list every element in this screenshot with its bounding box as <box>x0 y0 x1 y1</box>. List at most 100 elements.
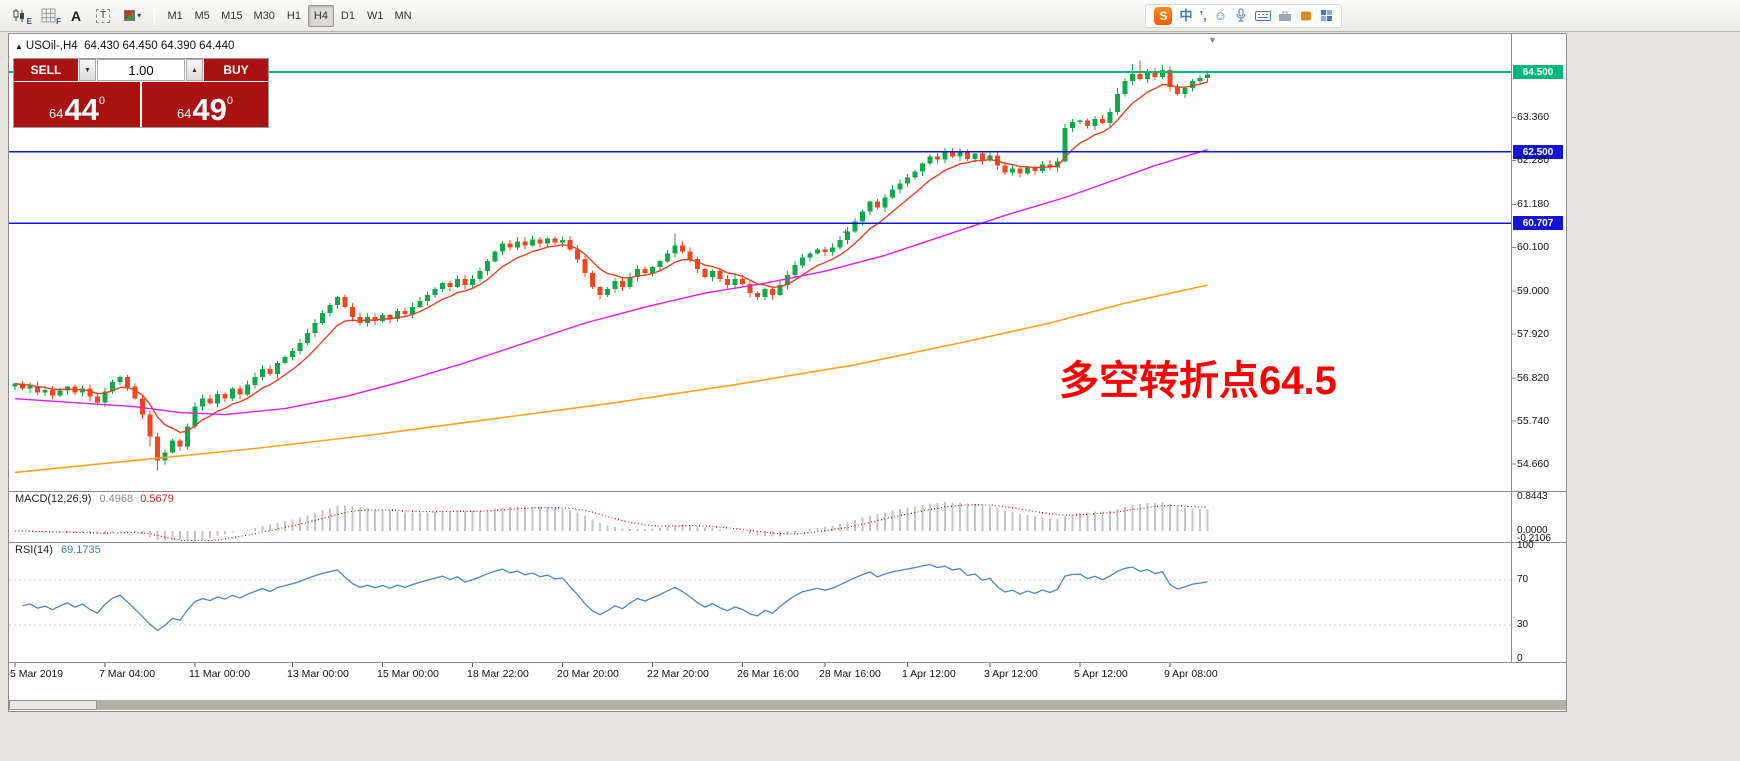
time-tick-label: 7 Mar 04:00 <box>99 668 156 680</box>
sell-button[interactable]: SELL <box>14 59 78 81</box>
rsi-plot <box>9 563 1511 632</box>
macd-scale-label: 0.0000 <box>1517 525 1548 536</box>
timeframe-button-mn[interactable]: MN <box>389 5 416 27</box>
timeframe-button-w1[interactable]: W1 <box>362 5 389 27</box>
time-tick-label: 18 Mar 22:00 <box>467 668 529 680</box>
chart-menu-icon[interactable]: ▲ <box>15 42 23 51</box>
buy-price[interactable]: 64 49 0 <box>142 82 268 127</box>
sell-price-pips: 44 <box>64 92 99 128</box>
grid-icon <box>41 8 56 23</box>
rsi-value: 69.1735 <box>60 544 101 556</box>
grid-button[interactable]: F <box>35 5 62 27</box>
macd-scale-label: -0.2106 <box>1517 533 1551 544</box>
sogou-logo-icon[interactable]: S <box>1154 6 1173 25</box>
timeframe-button-h4[interactable]: H4 <box>307 4 334 27</box>
price-tick-label: 55.740 <box>1517 415 1550 427</box>
time-ticks <box>14 663 1171 667</box>
time-tick-label: 22 Mar 20:00 <box>647 668 709 680</box>
buy-price-pips: 49 <box>192 92 227 128</box>
toolbox-icon[interactable] <box>1278 10 1292 22</box>
price-level-label: 60.707 <box>1513 216 1563 230</box>
chart-profile-button[interactable]: E <box>6 5 33 27</box>
timeframe-button-m5[interactable]: M5 <box>189 5 215 27</box>
one-click-trading-panel: SELL ▼ ▲ BUY 64 44 0 64 49 0 <box>13 58 269 128</box>
macd-signal-value: 0.5679 <box>140 493 174 505</box>
price-tick-label: 62.280 <box>1517 154 1550 166</box>
emoji-icon[interactable]: ☺ <box>1213 8 1227 23</box>
price-level-label: 64.500 <box>1513 65 1563 79</box>
chart-window: ▲ USOil-,H4 64.430 64.450 64.390 64.440 S… <box>8 33 1567 712</box>
chart-shift-marker[interactable]: ▼ <box>1208 35 1217 45</box>
price-tick-label: 56.820 <box>1517 372 1550 384</box>
main-toolbar: E F A T ▾ M1 M5 M15 M30 H1 H4 D1 W1 MN S 中 ’, ☺ <box>0 0 1740 32</box>
chart-symbol-period: USOil-,H4 <box>25 40 78 52</box>
soft-keyboard-icon[interactable] <box>1255 10 1271 22</box>
macd-plot <box>14 502 1209 542</box>
sell-price-whole: 64 <box>48 106 64 121</box>
horizontal-scrollbar[interactable] <box>9 700 1566 710</box>
styles-dropdown-button[interactable]: ▾ <box>118 5 147 27</box>
chevron-down-icon: ▼ <box>84 66 91 74</box>
sell-price[interactable]: 64 44 0 <box>14 82 140 127</box>
rsi-scale-label: 30 <box>1517 619 1529 630</box>
skin-icon[interactable] <box>1299 10 1313 22</box>
time-tick-label: 15 Mar 00:00 <box>377 668 439 680</box>
input-mode-icon[interactable]: 中 <box>1179 8 1193 23</box>
timeframe-button-d1[interactable]: D1 <box>335 5 361 27</box>
price-tick-label: 54.660 <box>1517 458 1550 470</box>
label-tool-button[interactable]: T <box>90 5 116 27</box>
buy-button[interactable]: BUY <box>204 59 268 81</box>
rsi-label: RSI(14) 69.1735 <box>15 544 101 556</box>
badge-e: E <box>26 16 32 26</box>
rsi-scale-label: 70 <box>1517 574 1529 585</box>
price-tick-label: 61.180 <box>1517 198 1550 210</box>
panel-separators <box>9 34 1566 663</box>
timeframe-button-m30[interactable]: M30 <box>249 5 280 27</box>
candles <box>12 60 1210 471</box>
color-swatch-icon <box>124 10 136 21</box>
badge-f: F <box>56 16 61 26</box>
time-tick-label: 9 Apr 08:00 <box>1164 668 1218 680</box>
volume-dropdown-button[interactable]: ▼ <box>79 59 96 81</box>
macd-label: MACD(12,26,9) 0.4968 0.5679 <box>15 493 174 505</box>
trade-prices-row: 64 44 0 64 49 0 <box>14 82 268 127</box>
time-tick-label: 13 Mar 00:00 <box>287 668 349 680</box>
timeframe-group: M1 M5 M15 M30 H1 H4 D1 W1 MN <box>162 4 416 27</box>
rsi-scale-label: 100 <box>1517 540 1534 551</box>
rsi-scale-label: 0 <box>1517 653 1523 664</box>
price-level-label: 62.500 <box>1513 145 1563 159</box>
text-tool-button[interactable]: A <box>64 5 88 27</box>
buy-price-whole: 64 <box>176 106 192 121</box>
price-tick-label: 60.100 <box>1517 241 1550 253</box>
time-tick-label: 20 Mar 20:00 <box>557 668 619 680</box>
price-tick-label: 63.360 <box>1517 111 1550 123</box>
price-tick-label: 59.000 <box>1517 285 1550 297</box>
timeframe-button-h1[interactable]: H1 <box>281 5 307 27</box>
timeframe-button-m1[interactable]: M1 <box>162 5 188 27</box>
time-tick-label: 11 Mar 00:00 <box>189 668 251 680</box>
candlestick-chart-icon <box>13 9 24 22</box>
time-tick-label: 3 Apr 12:00 <box>984 668 1038 680</box>
volume-up-button[interactable]: ▲ <box>186 59 203 81</box>
chart-overlay: ▲ USOil-,H4 64.430 64.450 64.390 64.440 S… <box>9 34 1566 711</box>
chart-ohlc-quotes: 64.430 64.450 64.390 64.440 <box>84 40 235 52</box>
menu-grid-icon[interactable] <box>1320 9 1333 22</box>
object-anch or-marker: + <box>842 225 850 239</box>
annotation-text: 多空转折点64.5 <box>1059 359 1337 403</box>
trade-controls-row: SELL ▼ ▲ BUY <box>14 59 268 81</box>
time-tick-label: 26 Mar 16:00 <box>737 668 799 680</box>
punctuation-icon[interactable]: ’, <box>1199 8 1207 23</box>
time-tick-label: 5 Mar 2019 <box>10 668 64 680</box>
buy-price-point: 0 <box>226 95 234 107</box>
scrollbar-thumb[interactable] <box>9 700 97 710</box>
macd-name: MACD(12,26,9) <box>15 493 92 505</box>
time-tick-label: 28 Mar 16:00 <box>819 668 881 680</box>
chevron-up-icon: ▲ <box>191 66 198 74</box>
sell-price-point: 0 <box>98 95 106 107</box>
time-tick-label: 1 Apr 12:00 <box>902 668 956 680</box>
voice-icon[interactable] <box>1234 8 1248 23</box>
rsi-name: RSI(14) <box>15 544 53 556</box>
text-label-icon: T <box>96 8 111 23</box>
timeframe-button-m15[interactable]: M15 <box>216 5 247 27</box>
volume-input[interactable] <box>97 59 185 81</box>
